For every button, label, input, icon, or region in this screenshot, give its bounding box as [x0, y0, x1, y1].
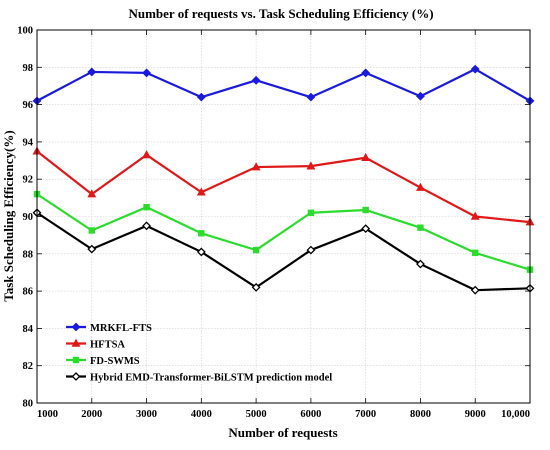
data-point: [88, 227, 95, 234]
y-tick-label: 90: [23, 212, 34, 223]
y-tick-label: 100: [17, 26, 33, 37]
x-tick-label: 9000: [465, 409, 486, 420]
x-tick-label: 6000: [300, 409, 321, 420]
legend-item: FD-SWMS: [66, 356, 140, 367]
data-point: [87, 67, 97, 77]
x-tick-label: 3000: [136, 409, 157, 420]
x-tick-label: 2000: [81, 409, 102, 420]
y-tick-label: 82: [23, 361, 34, 372]
legend-item: HFTSA: [66, 338, 125, 350]
y-axis: 80 82 84 86 88 90 92 94 96 98 100: [17, 26, 530, 410]
y-tick-label: 96: [23, 100, 34, 111]
series-3: [32, 208, 535, 295]
data-point: [87, 244, 97, 254]
legend-label: Hybrid EMD-Transformer-BiLSTM prediction…: [90, 372, 332, 383]
data-point: [362, 206, 369, 214]
data-point: [307, 209, 315, 216]
series-line: [36, 150, 531, 224]
series-line: [36, 68, 531, 102]
data-point: [198, 230, 205, 237]
x-tick-label: 10,000: [501, 409, 530, 420]
legend: MRKFL-FTS HFTSA FD-SWMS Hybrid EMD-Transfor…: [66, 322, 332, 383]
y-tick-label: 84: [23, 324, 34, 335]
data-point: [416, 259, 425, 269]
data-point: [416, 91, 425, 101]
data-point: [306, 245, 316, 255]
y-tick-label: 98: [23, 63, 34, 74]
data-point: [417, 224, 424, 231]
data-point: [361, 68, 371, 78]
data-point: [472, 249, 479, 257]
legend-label: MRKFL-FTS: [90, 323, 152, 334]
data-point: [71, 372, 81, 381]
series-line: [36, 211, 531, 292]
data-point: [251, 162, 261, 171]
data-point: [72, 356, 80, 364]
x-axis-label: Number of requests: [228, 425, 337, 440]
data-point: [470, 285, 480, 295]
data-point: [143, 203, 150, 211]
data-point: [306, 92, 316, 102]
legend-item: Hybrid EMD-Transformer-BiLSTM prediction…: [66, 372, 332, 383]
data-point: [71, 338, 81, 347]
y-tick-label: 94: [23, 137, 34, 148]
data-point: [361, 152, 371, 162]
legend-label: HFTSA: [90, 339, 125, 350]
x-tick-label: 1000: [37, 409, 58, 420]
data-point: [416, 182, 425, 191]
legend-label: FD-SWMS: [90, 356, 140, 367]
data-point: [142, 221, 151, 231]
x-tick-label: 5000: [246, 409, 267, 420]
data-point: [87, 189, 97, 198]
data-point: [361, 224, 371, 234]
data-point: [251, 75, 261, 85]
data-point: [71, 322, 81, 332]
series-line: [36, 193, 531, 271]
x-tick-label: 8000: [410, 409, 431, 420]
y-axis-label: Task Scheduling Efficiency(%): [1, 130, 16, 301]
data-point: [306, 161, 316, 170]
data-point: [196, 187, 206, 196]
chart-title: Number of requests vs. Task Scheduling E…: [128, 6, 433, 21]
y-tick-label: 88: [23, 249, 34, 260]
y-tick-label: 80: [23, 399, 34, 410]
data-point: [142, 150, 151, 159]
x-tick-label: 7000: [355, 409, 376, 420]
legend-item: MRKFL-FTS: [66, 322, 152, 334]
data-point: [196, 247, 206, 257]
data-point: [251, 282, 261, 292]
data-point: [470, 64, 480, 74]
data-point: [196, 92, 206, 102]
data-point: [142, 68, 151, 78]
x-axis: 1000 2000 3000 4000 5000 6000 7000 8000 9000 10,0…: [36, 30, 531, 420]
data-point: [470, 211, 480, 220]
y-tick-label: 92: [23, 175, 34, 186]
x-tick-label: 4000: [191, 409, 212, 420]
y-tick-label: 86: [23, 287, 34, 298]
data-point: [252, 246, 260, 254]
